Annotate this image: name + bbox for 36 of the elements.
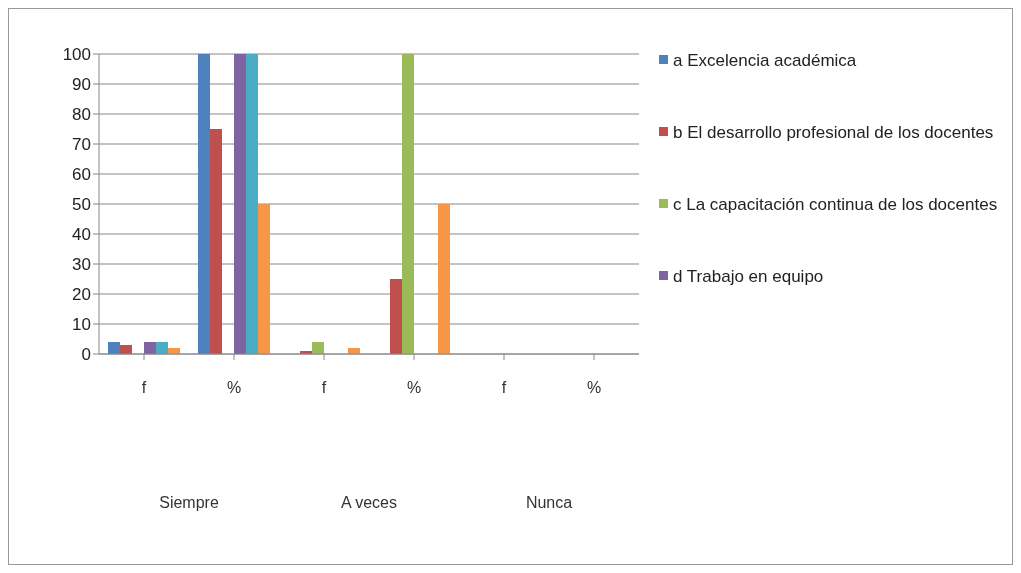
y-tick-label: 50 bbox=[72, 195, 91, 215]
legend-label: a Excelencia académica bbox=[673, 50, 857, 72]
bar bbox=[156, 342, 168, 354]
y-tick-label: 100 bbox=[62, 45, 91, 65]
bar bbox=[402, 54, 414, 354]
x-tick-label: f bbox=[501, 379, 507, 397]
bar bbox=[390, 279, 402, 354]
x-tick-label: f bbox=[321, 379, 327, 397]
y-tick-label: 90 bbox=[72, 75, 91, 95]
bar bbox=[246, 54, 258, 354]
bar bbox=[312, 342, 324, 354]
y-tick-label: 70 bbox=[72, 135, 91, 155]
legend-label: b El desarrollo profesional de los docentes bbox=[673, 122, 994, 144]
y-tick-label: 30 bbox=[72, 255, 91, 275]
bar bbox=[438, 204, 450, 354]
bar bbox=[108, 342, 120, 354]
x-tick-label: % bbox=[586, 379, 602, 397]
text: A veces bbox=[340, 494, 398, 512]
x-tick-label: f bbox=[141, 379, 147, 397]
y-tick-label: 10 bbox=[72, 315, 91, 335]
y-tick-label: 80 bbox=[72, 105, 91, 125]
legend-label: d Trabajo en equipo bbox=[673, 266, 824, 288]
y-tick-label: 40 bbox=[72, 225, 91, 245]
bar bbox=[258, 204, 270, 354]
text: Nunca bbox=[524, 494, 574, 512]
y-tick-label: 0 bbox=[81, 345, 91, 365]
y-tick-label: 60 bbox=[72, 165, 91, 185]
legend-label: c La capacitación continua de los docentes bbox=[673, 194, 998, 216]
bar bbox=[234, 54, 246, 354]
bar bbox=[198, 54, 210, 354]
bar bbox=[210, 129, 222, 354]
x-tick-label: % bbox=[406, 379, 422, 397]
bar bbox=[144, 342, 156, 354]
x-tick-label: % bbox=[226, 379, 242, 397]
text: Siempre bbox=[158, 494, 220, 512]
y-tick-label: 20 bbox=[72, 285, 91, 305]
